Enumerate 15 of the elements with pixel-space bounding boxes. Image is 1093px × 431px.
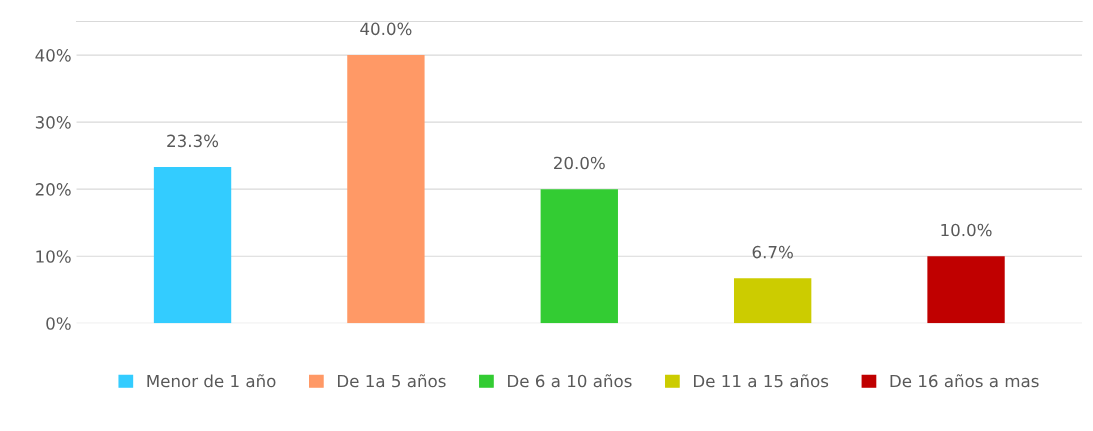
data-label: 23.3% — [167, 134, 219, 148]
data-label: 40.0% — [360, 22, 412, 36]
data-label: 6.7% — [752, 245, 793, 259]
y-tick-label: 0% — [46, 317, 71, 330]
legend-label: De 6 a 10 años — [508, 374, 632, 388]
legend-label: De 16 años a mas — [890, 374, 1039, 388]
legend-label: De 11 a 15 años — [694, 374, 829, 388]
y-tick-label: 10% — [36, 250, 71, 263]
data-label: 20.0% — [554, 156, 605, 170]
legend-label: Menor de 1 año — [147, 374, 276, 388]
y-tick-label: 40% — [35, 49, 71, 62]
legend-label: De 1a 5 años — [338, 374, 446, 388]
y-tick-label: 30% — [35, 116, 71, 129]
y-tick-label: 20% — [35, 183, 71, 196]
data-label: 10.0% — [941, 223, 992, 237]
